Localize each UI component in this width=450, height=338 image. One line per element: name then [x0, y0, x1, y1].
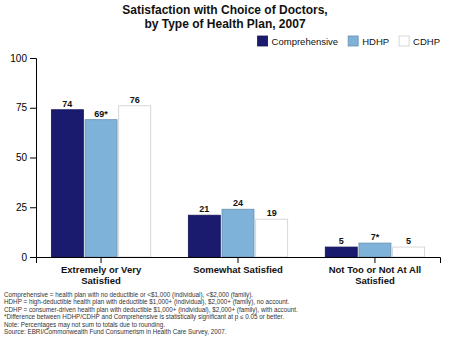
- legend-item: HDHP: [348, 36, 389, 47]
- data-label: 74: [62, 99, 72, 109]
- y-tick-label: 50: [16, 152, 28, 163]
- title-line: by Type of Health Plan, 2007: [144, 17, 305, 31]
- title: Satisfaction with Choice of Doctors,by T…: [122, 3, 327, 31]
- bar: [85, 120, 117, 257]
- legend-label: CDHP: [413, 36, 440, 47]
- y-tick: 50: [16, 152, 36, 163]
- x-tick: Somewhat Satisfied: [193, 257, 283, 275]
- x-tick: Extremely or VerySatisfied: [61, 257, 142, 286]
- bar: [359, 243, 391, 257]
- data-label: 21: [199, 204, 209, 214]
- data-label: 76: [130, 95, 140, 105]
- x-tick-label: Somewhat Satisfied: [193, 264, 283, 275]
- x-tick-mark: [101, 257, 102, 263]
- x-tick: Not Too or Not At AllSatisfied: [329, 257, 422, 286]
- y-tick: 25: [16, 202, 36, 213]
- y-axis-line: [30, 59, 37, 258]
- data-label: 7*: [371, 232, 380, 242]
- y-axis: 0 25 50 75 100: [10, 53, 36, 263]
- y-tick: 0: [21, 252, 36, 263]
- data-labels: 74 21 5 69* 24 7* 76 19 5: [62, 95, 411, 246]
- y-tick: 75: [16, 102, 36, 113]
- y-tick-label: 0: [21, 252, 27, 263]
- y-tick-mark: [30, 108, 36, 109]
- x-tick-label-line: Satisfied: [81, 275, 121, 286]
- bar: [222, 209, 254, 257]
- x-axis: Extremely or VerySatisfiedSomewhat Satis…: [37, 257, 441, 286]
- legend-item: CDHP: [399, 36, 440, 47]
- footnote: Source: EBRI/Commonwealth Fund Consumeri…: [4, 328, 227, 336]
- y-tick-mark: [30, 158, 36, 159]
- bar: [325, 247, 357, 257]
- x-tick-label-line: Extremely or Very: [61, 264, 142, 275]
- y-tick-label: 75: [16, 102, 28, 113]
- y-tick-label: 100: [10, 53, 27, 64]
- legend-swatch: [258, 36, 268, 46]
- data-label: 5: [339, 236, 344, 246]
- bar: [393, 247, 425, 257]
- chart: Satisfaction with Choice of Doctors,by T…: [0, 0, 450, 338]
- y-tick-mark: [30, 58, 36, 59]
- data-label: 69*: [94, 109, 108, 119]
- title-line: Satisfaction with Choice of Doctors,: [122, 3, 327, 17]
- footnotes: Comprehensive = health plan with no dedu…: [4, 291, 298, 337]
- legend-item: Comprehensive: [258, 36, 339, 47]
- x-tick-label: Extremely or VerySatisfied: [61, 264, 142, 286]
- legend-swatch: [348, 36, 358, 46]
- y-tick: 100: [10, 53, 36, 64]
- data-label: 19: [267, 208, 277, 218]
- bar: [51, 110, 83, 257]
- x-tick-label-line: Not Too or Not At All: [329, 264, 422, 275]
- x-axis-line: [37, 258, 441, 264]
- legend: Comprehensive HDHP CDHP: [258, 36, 440, 47]
- x-tick-mark: [238, 257, 239, 263]
- x-tick-label-line: Somewhat Satisfied: [193, 264, 283, 275]
- x-tick-label: Not Too or Not At AllSatisfied: [329, 264, 422, 286]
- bars: [51, 106, 424, 257]
- bar: [256, 219, 288, 257]
- data-label: 24: [233, 198, 243, 208]
- bar: [119, 106, 151, 257]
- legend-label: HDHP: [362, 36, 389, 47]
- bar: [188, 215, 220, 257]
- legend-label: Comprehensive: [272, 36, 339, 47]
- x-tick-label-line: Satisfied: [355, 275, 395, 286]
- legend-swatch: [399, 36, 409, 46]
- x-tick-mark: [374, 257, 375, 263]
- data-label: 5: [406, 236, 411, 246]
- y-tick-mark: [30, 207, 36, 208]
- y-tick-label: 25: [16, 202, 28, 213]
- y-tick-mark: [30, 257, 36, 258]
